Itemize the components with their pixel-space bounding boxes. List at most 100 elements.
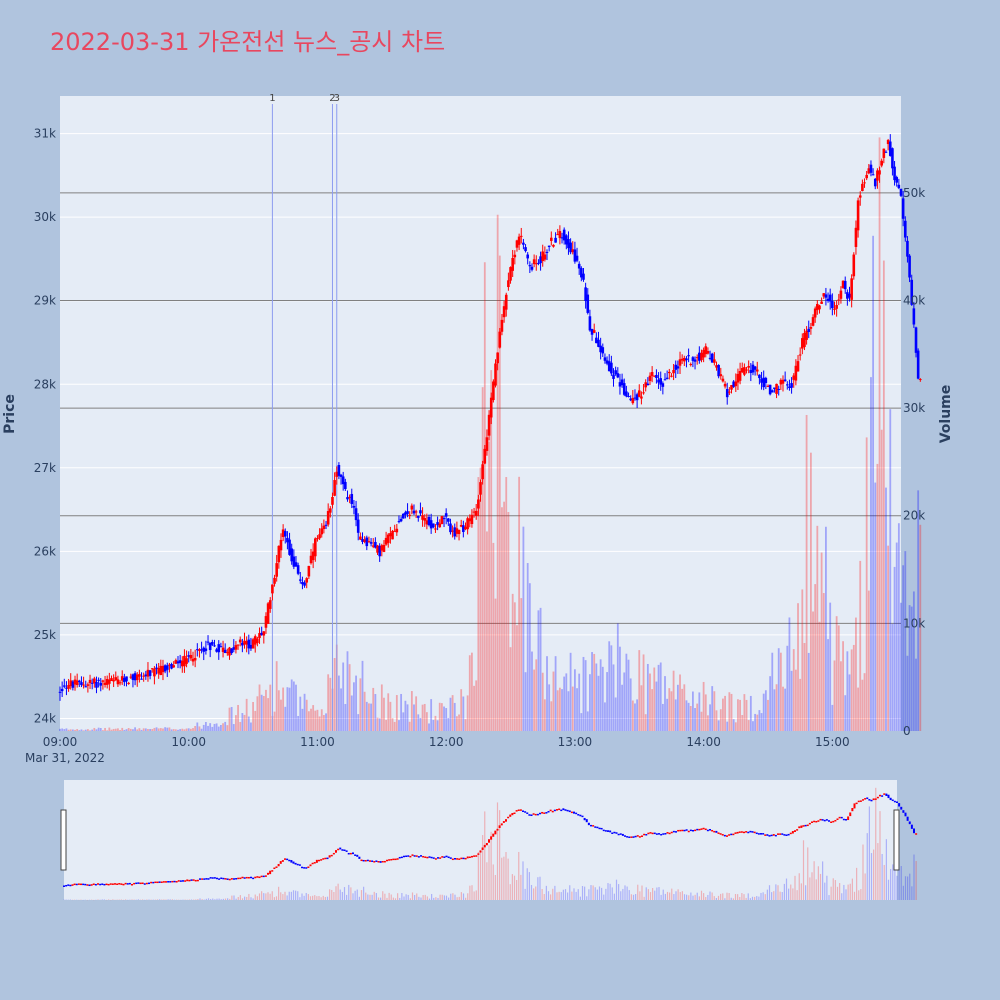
volume-bar — [295, 684, 297, 731]
volume-bar — [835, 616, 838, 731]
candle-body — [429, 520, 433, 529]
candle-body — [764, 377, 768, 383]
candle-body — [82, 684, 85, 686]
slider-candle — [437, 857, 439, 859]
slider-candle — [645, 834, 648, 836]
slider-volume-bar — [248, 893, 250, 900]
slider-candle — [120, 883, 123, 885]
slider-volume-bar — [295, 890, 297, 900]
slider-candle — [891, 799, 894, 802]
volume-bar — [912, 591, 915, 731]
slider-candle — [394, 858, 397, 861]
slider-candle — [258, 876, 261, 879]
slider-volume-bar — [696, 892, 698, 900]
volume-bar — [149, 728, 152, 731]
slider-volume-bar — [858, 890, 860, 900]
slider-candle — [63, 885, 65, 887]
range-slider[interactable] — [64, 780, 897, 900]
volume-bar — [93, 727, 96, 731]
candle-body — [324, 524, 328, 526]
slider-candle — [222, 877, 225, 880]
slider-candle — [751, 831, 754, 833]
slider-candle — [507, 816, 510, 819]
volume-bar — [754, 713, 757, 731]
slider-volume-bar — [275, 896, 278, 900]
slider-candle — [539, 812, 541, 815]
slider-candle — [590, 824, 592, 827]
range-slider-left-handle[interactable] — [60, 809, 67, 871]
slider-candle — [281, 860, 284, 862]
volume-bar — [814, 584, 817, 731]
candle-body — [118, 682, 122, 684]
slider-candle — [485, 842, 488, 846]
volume-bar — [252, 701, 254, 731]
candle-body — [191, 658, 195, 662]
slider-candle — [352, 852, 354, 855]
volume-bar — [181, 728, 184, 731]
slider-volume-bar — [824, 882, 826, 900]
slider-candle — [736, 831, 739, 834]
volume-bar — [777, 648, 780, 731]
candle-body — [719, 374, 723, 377]
slider-volume-bar — [754, 896, 756, 900]
slider-volume-bar — [756, 896, 758, 900]
slider-volume-bar — [380, 897, 382, 900]
slider-candle — [600, 827, 603, 830]
slider-volume-bar — [664, 893, 666, 900]
slider-candle — [434, 858, 437, 860]
volume-bar — [157, 728, 160, 731]
volume-bar — [436, 720, 439, 731]
slider-volume-bar — [205, 898, 207, 900]
candle-body — [146, 669, 150, 677]
slider-candle — [464, 857, 467, 860]
volume-bar — [217, 726, 220, 731]
slider-volume-bar — [108, 899, 110, 900]
slider-candle — [883, 793, 886, 795]
slider-volume-bar — [190, 899, 193, 900]
slider-candle — [301, 866, 303, 869]
candle-body — [856, 200, 860, 231]
slider-candle — [872, 798, 875, 801]
slider-candle — [199, 878, 201, 880]
volume-bar — [687, 702, 690, 731]
slider-candle — [721, 834, 724, 836]
volume-bar — [71, 729, 74, 731]
slider-candle — [145, 882, 148, 885]
candle-body — [863, 182, 866, 184]
candle-body — [103, 682, 107, 685]
slider-candle — [360, 859, 363, 862]
slider-candle — [288, 859, 291, 862]
volume-bar — [593, 653, 596, 731]
slider-candle — [734, 832, 737, 834]
volume-bar — [127, 728, 130, 731]
slider-volume-bar — [460, 892, 462, 900]
range-slider-right-handle[interactable] — [893, 809, 900, 871]
slider-volume-bar — [868, 806, 870, 900]
candle-body — [339, 474, 343, 477]
candle-body — [198, 649, 201, 651]
volume-bar — [155, 727, 158, 731]
main-plot-area[interactable] — [60, 96, 901, 731]
slider-volume-bar — [866, 833, 868, 900]
slider-candle — [581, 815, 584, 818]
volume-bar — [707, 715, 709, 731]
slider-volume-bar — [554, 885, 556, 900]
candle-body — [427, 516, 431, 526]
slider-candle — [303, 867, 306, 869]
volume-bar — [893, 566, 896, 731]
slider-candle — [417, 856, 420, 858]
slider-candle — [177, 880, 180, 882]
volume-bar — [237, 704, 239, 731]
volume-bar — [882, 260, 885, 731]
slider-volume-bar — [613, 893, 615, 900]
slider-candle — [398, 856, 401, 859]
slider-volume-bar — [734, 893, 737, 900]
slider-volume-bar — [720, 893, 722, 900]
slider-candle — [885, 793, 888, 797]
slider-volume-bar — [350, 887, 352, 900]
volume-bar — [112, 728, 115, 731]
volume-bar — [108, 727, 111, 731]
slider-volume-bar — [877, 843, 879, 900]
range-slider-volume — [63, 787, 917, 901]
candle-body — [232, 647, 236, 650]
